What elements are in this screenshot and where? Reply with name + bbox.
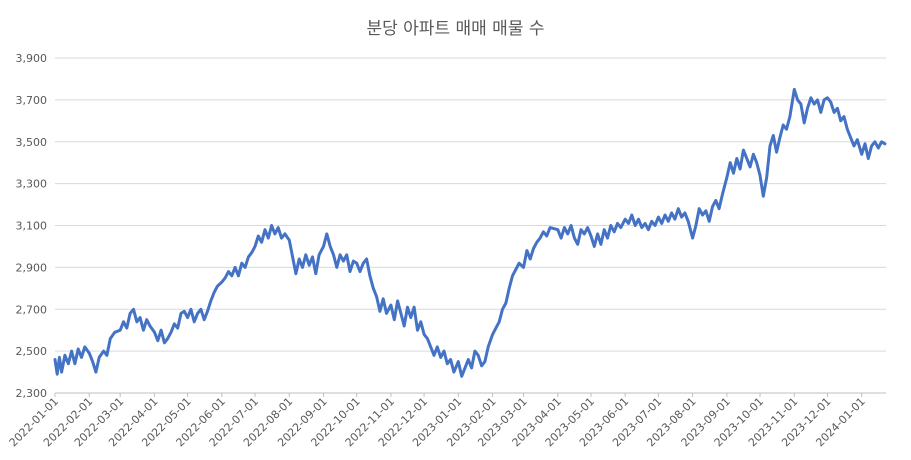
gridlines	[55, 57, 886, 394]
y-tick-label: 3,900	[16, 52, 48, 65]
y-tick-label: 2,900	[16, 261, 48, 274]
y-axis-ticks: 2,300 2,500 2,700 2,900 3,100 3,300 3,500 3,700…	[16, 52, 48, 400]
series-line	[53, 87, 887, 378]
y-tick-label: 3,700	[16, 94, 48, 107]
y-tick-label: 3,300	[16, 178, 48, 191]
y-tick-label: 2,700	[16, 303, 48, 316]
y-tick-label: 3,500	[16, 136, 48, 149]
y-tick-label: 2,300	[16, 387, 48, 400]
x-axis-ticks: 2022-01-012022-02-012022-03-012022-04-01…	[7, 393, 868, 449]
y-tick-label: 3,100	[16, 220, 48, 233]
chart-title: 분당 아파트 매매 매물 수	[366, 19, 545, 39]
series-layer	[53, 87, 887, 378]
y-tick-label: 2,500	[16, 345, 48, 358]
